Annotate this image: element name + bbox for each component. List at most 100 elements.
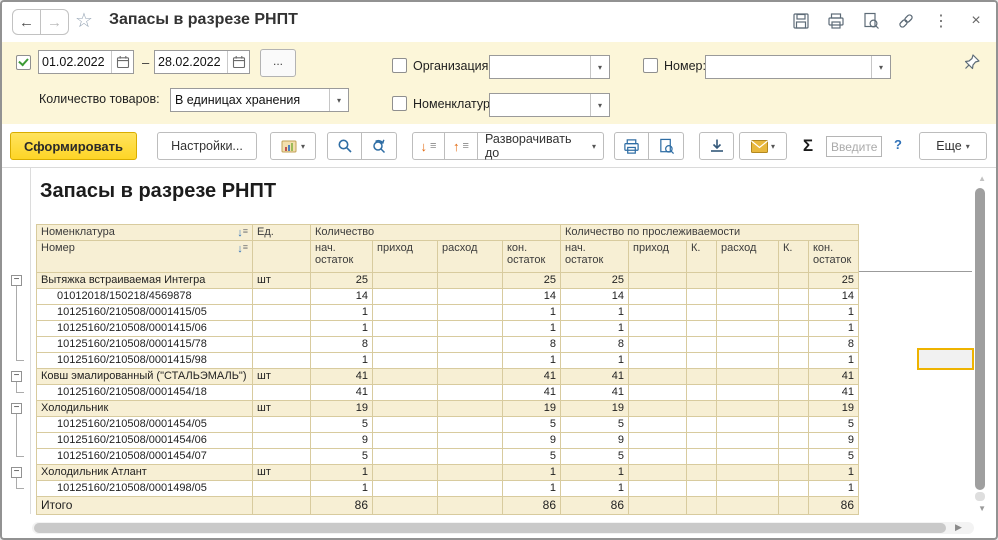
preview-icon[interactable] [861, 11, 881, 31]
cell[interactable]: 10125160/210508/0001454/05 [36, 416, 253, 433]
cell[interactable] [252, 352, 311, 369]
cell[interactable]: 1 [808, 320, 859, 337]
cell[interactable] [628, 496, 687, 515]
cell[interactable]: 19 [310, 400, 373, 417]
cell[interactable]: 1 [808, 480, 859, 497]
cell[interactable]: 14 [502, 288, 561, 305]
header-unit[interactable]: Ед. [252, 224, 311, 241]
cell[interactable]: 41 [808, 384, 859, 401]
scroll-up-icon[interactable]: ▲ [978, 174, 986, 183]
cell[interactable]: 86 [502, 496, 561, 515]
cell[interactable] [628, 368, 687, 385]
organization-checkbox[interactable] [392, 58, 407, 73]
cell[interactable]: 14 [310, 288, 373, 305]
cell[interactable]: 9 [310, 432, 373, 449]
cell[interactable]: 5 [502, 416, 561, 433]
cell[interactable]: 01012018/150218/4569878 [36, 288, 253, 305]
cell[interactable] [686, 320, 717, 337]
cell[interactable] [437, 400, 503, 417]
cell[interactable] [372, 432, 438, 449]
cell[interactable] [778, 336, 809, 353]
settings-button[interactable]: Настройки... [157, 132, 257, 160]
cell[interactable] [372, 464, 438, 481]
calendar-icon[interactable] [111, 51, 133, 73]
cell[interactable]: 86 [560, 496, 629, 515]
cell[interactable]: 14 [808, 288, 859, 305]
cell[interactable]: шт [252, 368, 311, 385]
cell[interactable]: 10125160/210508/0001415/78 [36, 336, 253, 353]
cell[interactable]: 41 [502, 368, 561, 385]
period-variants-button[interactable]: ... [260, 49, 296, 77]
cell[interactable] [686, 480, 717, 497]
header-nomenclature[interactable]: Номенклатура ↓≡ [36, 224, 253, 241]
expand-groups-button[interactable]: ↓ ≡ [412, 132, 445, 160]
cell[interactable] [252, 320, 311, 337]
cell[interactable] [437, 464, 503, 481]
cell[interactable] [372, 320, 438, 337]
cell[interactable] [778, 448, 809, 465]
cell[interactable] [252, 432, 311, 449]
collapse-group-icon[interactable]: − [11, 275, 22, 286]
cell[interactable] [778, 320, 809, 337]
cell[interactable] [686, 464, 717, 481]
cell[interactable]: 1 [502, 480, 561, 497]
cell[interactable]: 5 [560, 416, 629, 433]
cell[interactable] [252, 416, 311, 433]
chevron-down-icon[interactable]: ▾ [590, 56, 609, 78]
more-button[interactable]: Еще ▾ [919, 132, 987, 160]
cell[interactable] [628, 336, 687, 353]
save-icon[interactable] [791, 11, 811, 31]
chevron-down-icon[interactable]: ▾ [590, 94, 609, 116]
cell[interactable]: 5 [502, 448, 561, 465]
calendar-icon[interactable] [227, 51, 249, 73]
cell[interactable] [716, 496, 779, 515]
cell[interactable]: Холодильник Атлант [36, 464, 253, 481]
cell[interactable]: 5 [310, 416, 373, 433]
header-number[interactable]: Номер ↓≡ [36, 240, 253, 273]
number-select[interactable]: ▾ [705, 55, 891, 79]
cell[interactable] [716, 336, 779, 353]
cell[interactable] [437, 304, 503, 321]
cell[interactable] [778, 368, 809, 385]
sort-icon[interactable]: ↓≡ [237, 226, 248, 239]
cell[interactable] [716, 464, 779, 481]
cell[interactable]: шт [252, 400, 311, 417]
cell[interactable]: 1 [502, 352, 561, 369]
cell[interactable] [716, 432, 779, 449]
horizontal-scrollbar[interactable] [34, 523, 946, 533]
cell[interactable]: 41 [310, 384, 373, 401]
cell[interactable] [437, 384, 503, 401]
cell[interactable] [716, 368, 779, 385]
quick-search-input[interactable] [826, 136, 882, 157]
cell[interactable] [437, 416, 503, 433]
cell[interactable] [628, 272, 687, 289]
scroll-right-icon[interactable]: ▶ [955, 522, 962, 532]
cell[interactable] [628, 320, 687, 337]
cell[interactable]: 10125160/210508/0001454/06 [36, 432, 253, 449]
cell[interactable] [716, 304, 779, 321]
cell[interactable]: Вытяжка встраиваемая Интегра [36, 272, 253, 289]
header-sub[interactable]: нач. остаток [310, 240, 373, 273]
cell[interactable] [716, 416, 779, 433]
header-traceable-group[interactable]: Количество по прослеживаемости [560, 224, 859, 241]
cell[interactable]: 8 [310, 336, 373, 353]
cell[interactable]: 1 [560, 464, 629, 481]
header-quantity-group[interactable]: Количество [310, 224, 561, 241]
cell[interactable]: 41 [310, 368, 373, 385]
cell[interactable]: 10125160/210508/0001454/18 [36, 384, 253, 401]
cell[interactable] [437, 496, 503, 515]
chevron-down-icon[interactable]: ▾ [329, 89, 348, 111]
cell[interactable]: 9 [560, 432, 629, 449]
nomenclature-select[interactable]: ▾ [489, 93, 610, 117]
cell[interactable]: 1 [502, 304, 561, 321]
cell[interactable] [628, 352, 687, 369]
cell[interactable] [778, 400, 809, 417]
header-empty[interactable] [252, 240, 311, 273]
generate-button[interactable]: Сформировать [10, 132, 137, 160]
header-sub[interactable]: К. [686, 240, 717, 273]
cell[interactable]: 19 [502, 400, 561, 417]
help-button[interactable]: ? [894, 137, 902, 152]
cell[interactable]: 41 [502, 384, 561, 401]
cell[interactable]: 1 [310, 304, 373, 321]
cell[interactable] [437, 320, 503, 337]
